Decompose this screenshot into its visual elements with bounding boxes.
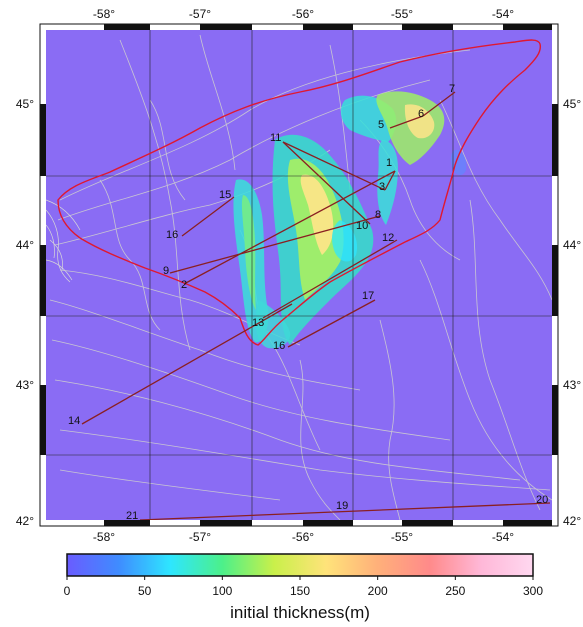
lon-label-top: -55° xyxy=(391,7,413,21)
lon-label-top: -54° xyxy=(492,7,514,21)
colorbar: 0 50 100 150 200 250 300 initial thickness(m) xyxy=(64,553,543,622)
colorbar-tick-label: 100 xyxy=(212,584,232,598)
lat-label-right: 45° xyxy=(563,97,581,111)
station-label: 13 xyxy=(252,317,264,329)
station-label: 15 xyxy=(219,189,231,201)
lat-label-left: 45° xyxy=(16,97,34,111)
station-label: 5 xyxy=(378,119,384,131)
lon-label-bottom: -58° xyxy=(93,530,115,544)
lon-label-bottom: -55° xyxy=(391,530,413,544)
station-label: 12 xyxy=(382,232,394,244)
lat-label-left: 43° xyxy=(16,378,34,392)
lat-label-right: 43° xyxy=(563,378,581,392)
frame-ticks xyxy=(40,24,558,526)
colorbar-ramp xyxy=(66,553,534,577)
station-label: 19 xyxy=(336,500,348,512)
colorbar-tick-label: 150 xyxy=(290,584,310,598)
station-label: 2 xyxy=(181,279,187,291)
station-label: 9 xyxy=(163,265,169,277)
station-label: 14 xyxy=(68,415,80,427)
station-label: 3 xyxy=(379,181,385,193)
graticule xyxy=(46,30,552,520)
lon-label-top: -58° xyxy=(93,7,115,21)
station-label: 10 xyxy=(356,220,368,232)
colorbar-tick-label: 0 xyxy=(64,584,71,598)
lat-label-right: 42° xyxy=(563,514,581,528)
colorbar-title: initial thickness(m) xyxy=(230,603,370,622)
lat-label-left: 44° xyxy=(16,238,34,252)
lon-label-bottom: -54° xyxy=(492,530,514,544)
study-area-boundary xyxy=(57,39,542,346)
station-label: 11 xyxy=(270,132,281,144)
station-label: 1 xyxy=(386,157,392,169)
coastal-contours xyxy=(46,199,81,283)
station-label: 17 xyxy=(362,290,374,302)
colorbar-tick-label: 250 xyxy=(445,584,465,598)
axis-labels: -58° -58° -57° -57° -56° -56° -55° -55° -54° -54°… xyxy=(16,7,582,544)
colorbar-tick-label: 50 xyxy=(138,584,152,598)
colorbar-tick-label: 200 xyxy=(368,584,388,598)
station-label: 16 xyxy=(166,229,178,241)
colorbar-ticks: 0 50 100 150 200 250 300 xyxy=(64,576,543,598)
lat-label-left: 42° xyxy=(16,514,34,528)
lon-label-bottom: -56° xyxy=(292,530,314,544)
station-label: 6 xyxy=(418,108,424,120)
station-label: 8 xyxy=(375,209,381,221)
thickness-field xyxy=(233,91,467,349)
station-label: 21 xyxy=(126,510,138,522)
lon-label-top: -57° xyxy=(189,7,211,21)
transects xyxy=(81,91,551,520)
station-label: 7 xyxy=(449,83,455,95)
station-label: 20 xyxy=(536,494,548,506)
station-label: 16 xyxy=(273,340,285,352)
colorbar-tick-label: 300 xyxy=(523,584,543,598)
lon-label-top: -56° xyxy=(292,7,314,21)
lat-label-right: 44° xyxy=(563,238,581,252)
lon-label-bottom: -57° xyxy=(189,530,211,544)
